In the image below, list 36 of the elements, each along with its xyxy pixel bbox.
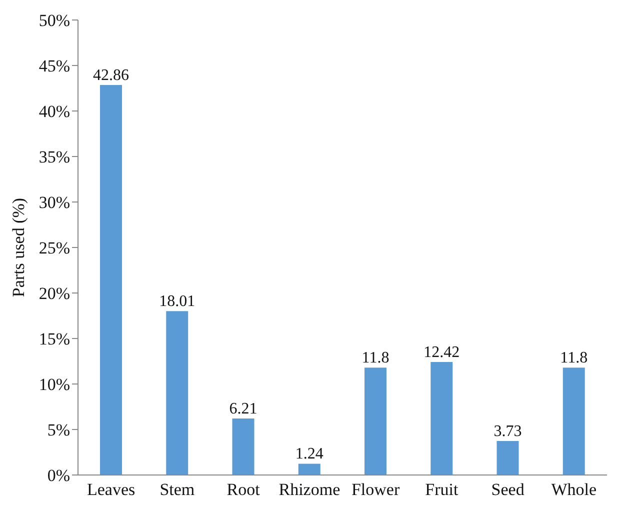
- y-tick-label: 20%: [38, 284, 70, 304]
- data-label: 6.21: [229, 400, 258, 418]
- y-tick-label: 0%: [47, 466, 70, 486]
- x-tick-label: Leaves: [86, 480, 136, 500]
- y-tick-label: 40%: [38, 102, 70, 122]
- data-label: 11.8: [362, 350, 390, 367]
- y-tick-label: 35%: [38, 148, 70, 167]
- bar: [166, 311, 188, 475]
- x-tick-label: Root: [226, 480, 260, 500]
- bar: [430, 362, 453, 475]
- data-label: 11.8: [560, 350, 588, 367]
- data-label: 18.01: [159, 293, 196, 310]
- y-axis-title: Parts used (%): [9, 198, 28, 298]
- bar: [364, 368, 386, 475]
- bar: [562, 368, 585, 475]
- x-tick-label: Fruit: [425, 480, 458, 500]
- y-tick-label: 45%: [38, 56, 70, 76]
- x-tick-label: Whole: [551, 480, 597, 500]
- y-tick-label: 50%: [38, 11, 70, 30]
- x-tick-label: Rhizome: [278, 480, 340, 500]
- y-tick-label: 5%: [47, 420, 70, 440]
- data-label: 42.86: [93, 66, 129, 84]
- data-label: 12.42: [424, 344, 460, 361]
- y-tick-label: 10%: [38, 375, 70, 394]
- x-tick-label: Flower: [351, 480, 400, 500]
- x-tick-label: Stem: [160, 480, 195, 500]
- data-label: 3.73: [494, 423, 522, 440]
- x-tick-label: Seed: [491, 480, 525, 500]
- y-tick-label: 30%: [38, 193, 70, 212]
- bar: [496, 441, 519, 475]
- y-tick-label: 15%: [38, 330, 70, 349]
- bar: [232, 418, 254, 475]
- data-label: 1.24: [295, 446, 324, 463]
- y-tick-label: 25%: [38, 238, 70, 258]
- bar: [298, 464, 320, 475]
- bar: [100, 84, 122, 475]
